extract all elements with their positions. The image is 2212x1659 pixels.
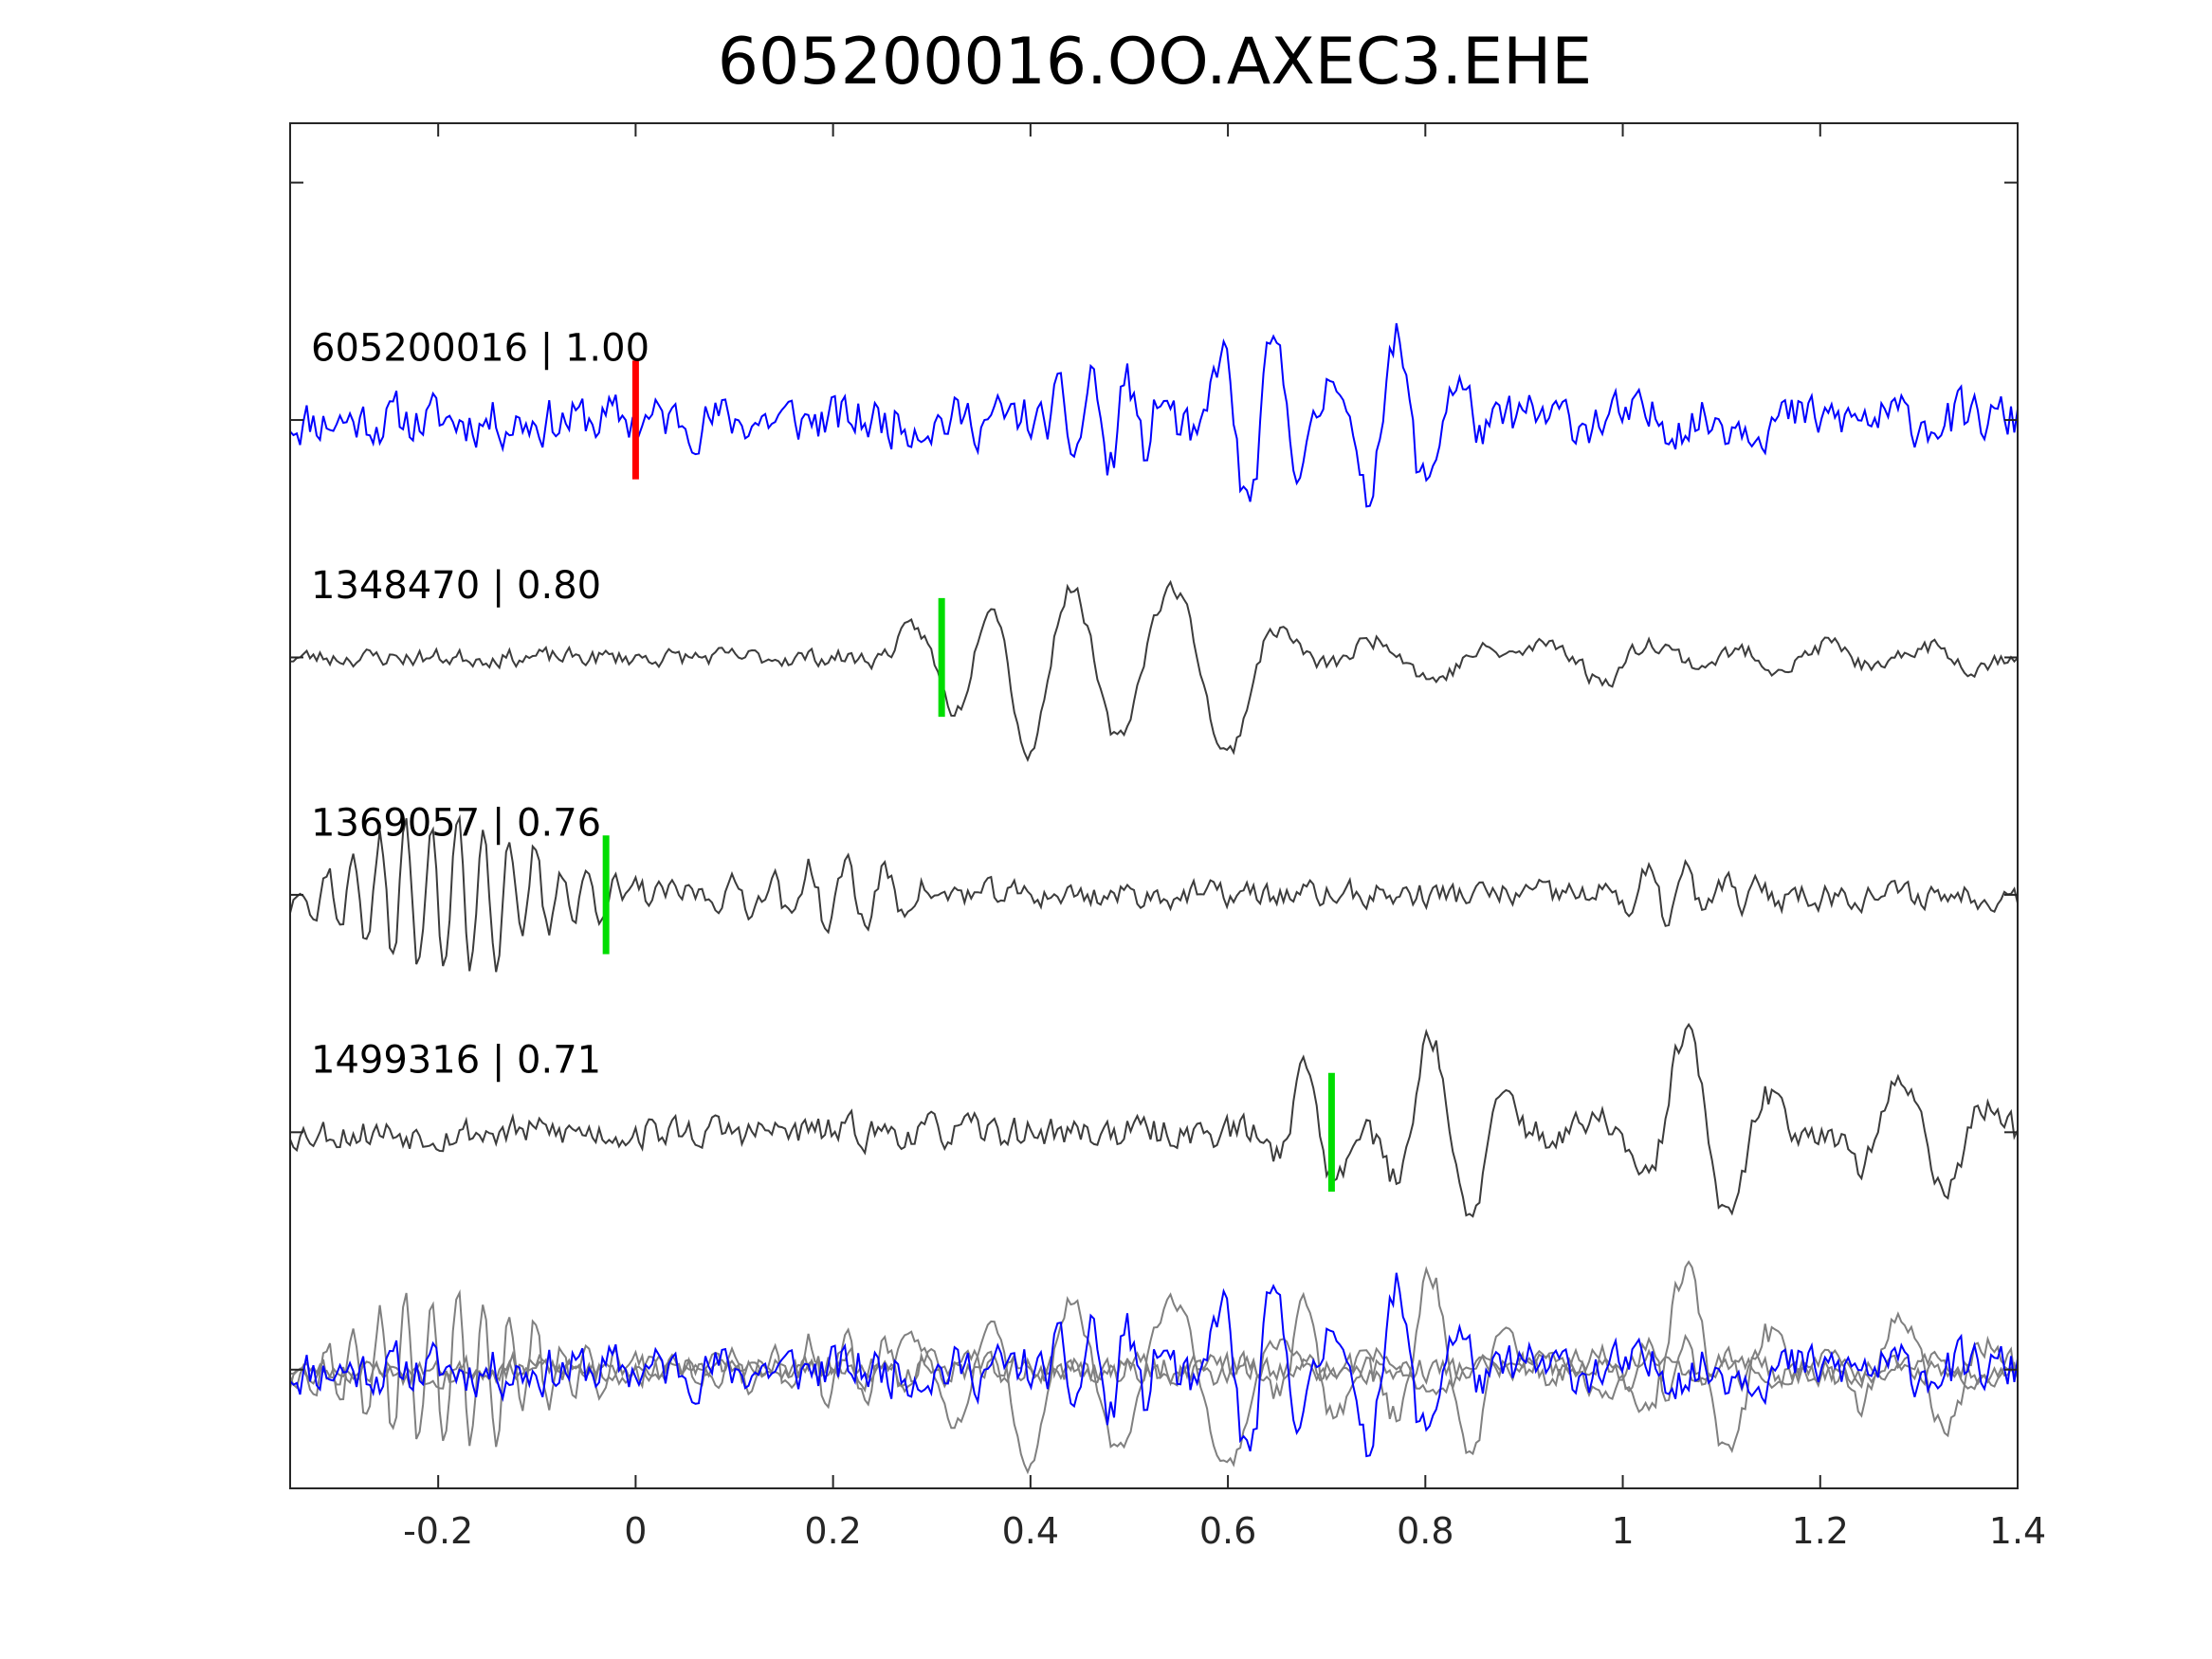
x-tick-label-0: -0.2 bbox=[403, 1510, 473, 1552]
trace-label-3: 1499316 | 0.71 bbox=[311, 1039, 601, 1083]
trace-group bbox=[289, 322, 2019, 1475]
overlay-line-1 bbox=[289, 1292, 2019, 1475]
trace-line-2 bbox=[289, 814, 2019, 973]
x-tick-label-5: 0.8 bbox=[1397, 1510, 1453, 1552]
chart-title: 605200016.OO.AXEC3.EHE bbox=[718, 25, 1592, 100]
x-tick-label-group: -0.2 0 0.2 0.4 0.6 0.8 1 1.2 1.4 bbox=[403, 1510, 2046, 1552]
x-tick-label-4: 0.6 bbox=[1199, 1510, 1256, 1552]
x-tick-label-2: 0.2 bbox=[804, 1510, 861, 1552]
x-tick-label-3: 0.4 bbox=[1002, 1510, 1059, 1552]
pick-group bbox=[602, 360, 1335, 1192]
x-tick-label-1: 0 bbox=[624, 1510, 647, 1552]
trace-line-3 bbox=[289, 1022, 2019, 1218]
x-tick-label-7: 1.2 bbox=[1792, 1510, 1849, 1552]
trace-line-0 bbox=[289, 322, 2019, 508]
tick-group bbox=[290, 123, 2019, 1488]
trace-label-1: 1348470 | 0.80 bbox=[311, 564, 601, 608]
overlay-line-0 bbox=[289, 1272, 2019, 1458]
overlay-line-2 bbox=[289, 1288, 2019, 1448]
x-tick-label-6: 1 bbox=[1611, 1510, 1634, 1552]
plot-area-frame bbox=[289, 122, 2019, 1489]
trace-line-1 bbox=[289, 579, 2019, 762]
x-tick-label-8: 1.4 bbox=[1989, 1510, 2046, 1552]
trace-label-0: 605200016 | 1.00 bbox=[311, 326, 649, 370]
trace-label-2: 1369057 | 0.76 bbox=[311, 801, 601, 845]
trace-label-group: 605200016 | 1.00 1348470 | 0.80 1369057 | … bbox=[311, 326, 649, 1082]
